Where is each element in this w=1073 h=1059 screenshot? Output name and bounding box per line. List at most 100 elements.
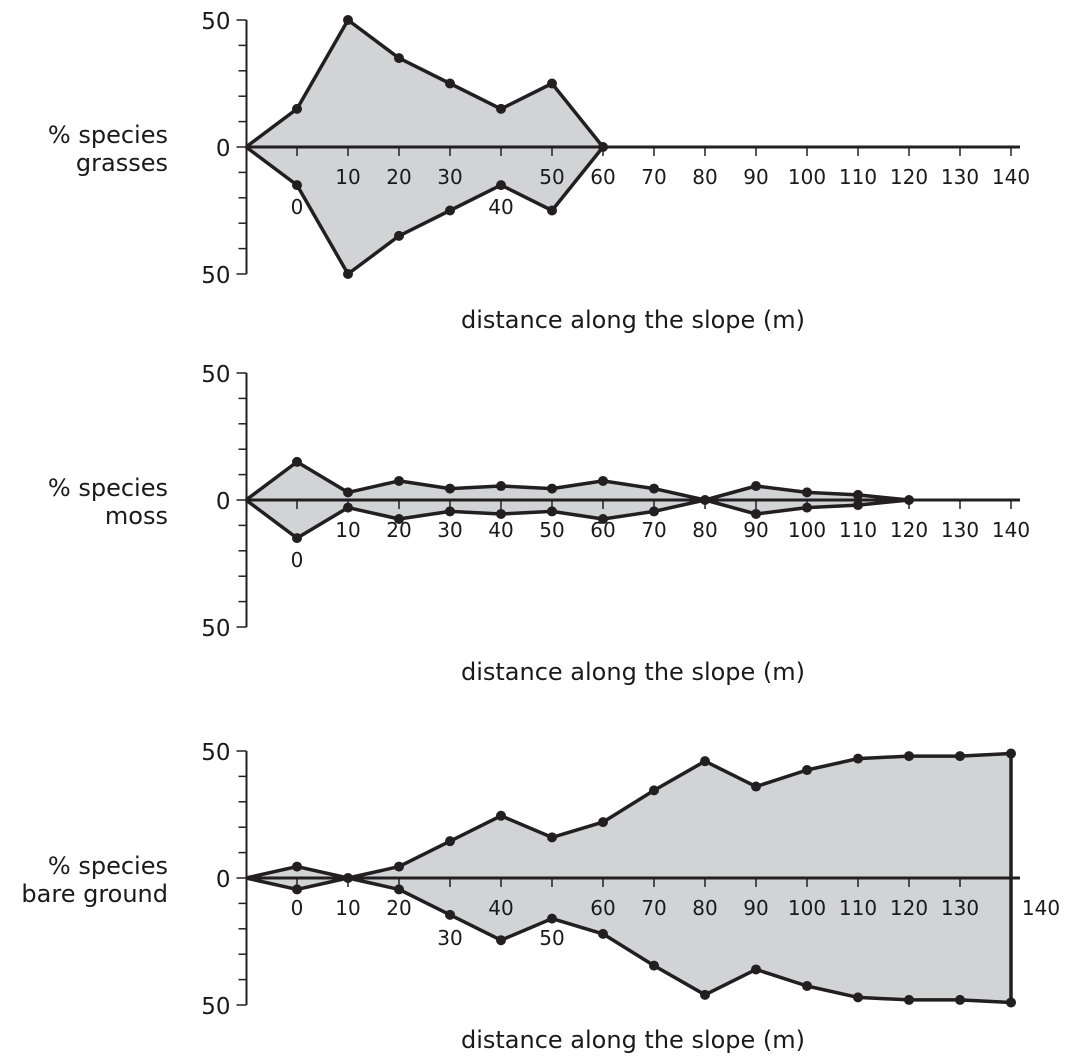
x-tick-label: 140 (1022, 896, 1060, 920)
data-point-upper (547, 832, 557, 843)
x-tick-label: 120 (890, 896, 928, 920)
y-tick-label: 50 (201, 994, 230, 1020)
x-tick-label: 40 (488, 518, 513, 542)
kite-outline-lower (244, 145, 605, 276)
y-axis-label-line: % species (48, 852, 168, 880)
data-point-upper (700, 495, 710, 505)
x-tick-label: 90 (743, 165, 768, 189)
data-point-lower (751, 508, 761, 519)
x-tick-label: 30 (437, 926, 462, 950)
x-tick-label: 70 (641, 518, 666, 542)
data-point-upper (955, 751, 965, 762)
data-point-lower (292, 884, 302, 895)
data-point-upper (904, 495, 914, 505)
data-point-upper (598, 475, 608, 486)
data-point-upper (649, 785, 659, 796)
x-tick-label: 50 (539, 518, 564, 542)
y-tick-label: 50 (201, 263, 230, 289)
data-point-lower (802, 980, 812, 991)
x-tick-label: 110 (839, 896, 877, 920)
data-point-lower (292, 533, 302, 544)
data-point-lower (343, 269, 353, 279)
y-tick-label: 50 (201, 740, 230, 766)
x-tick-label: 90 (743, 896, 768, 920)
x-tick-label: 80 (692, 896, 717, 920)
data-point-lower (445, 909, 455, 920)
x-tick-label: 120 (890, 518, 928, 542)
data-point-lower (751, 964, 761, 975)
x-axis-title: distance along the slope (m) (461, 306, 805, 334)
x-tick-label: 140 (992, 518, 1030, 542)
x-tick-label: 10 (335, 896, 360, 920)
data-point-lower (802, 502, 812, 513)
x-tick-label: 10 (335, 165, 360, 189)
x-tick-label: 0 (291, 548, 304, 572)
data-point-upper (853, 489, 863, 500)
data-point-upper (649, 483, 659, 494)
data-point-lower (394, 884, 404, 895)
x-tick-label: 50 (539, 165, 564, 189)
y-axis-label-line: % species (48, 474, 168, 502)
data-point-lower (598, 514, 608, 525)
x-tick-label: 80 (692, 165, 717, 189)
x-tick-label: 70 (641, 165, 666, 189)
x-tick-label: 100 (788, 896, 826, 920)
x-tick-label: 110 (839, 165, 877, 189)
data-point-upper (802, 487, 812, 498)
data-point-lower (394, 514, 404, 525)
data-point-upper (445, 78, 455, 89)
data-point-upper (292, 103, 302, 114)
data-point-lower (649, 960, 659, 971)
x-tick-label: 100 (788, 165, 826, 189)
data-point-upper (292, 861, 302, 872)
data-point-upper (445, 836, 455, 847)
data-point-lower (904, 994, 914, 1005)
x-tick-label: 140 (992, 165, 1030, 189)
data-point-lower (853, 992, 863, 1003)
y-axis-label-line: grasses (76, 149, 168, 177)
y-tick-label: 50 (201, 362, 230, 388)
data-point-lower (496, 508, 506, 519)
data-point-upper (598, 142, 608, 152)
data-point-lower (445, 205, 455, 216)
x-tick-label: 50 (539, 926, 564, 950)
x-axis-title: distance along the slope (m) (461, 1026, 805, 1054)
x-tick-label: 90 (743, 518, 768, 542)
data-point-lower (292, 180, 302, 191)
y-tick-label: 50 (201, 616, 230, 642)
data-point-lower (496, 935, 506, 946)
y-axis-label-line: moss (105, 502, 168, 530)
data-point-upper (343, 15, 353, 25)
x-tick-label: 60 (590, 165, 615, 189)
kite-outline-upper (244, 18, 605, 149)
kite-outline-lower (245, 876, 1012, 1005)
data-point-upper (394, 475, 404, 486)
data-point-upper (1006, 748, 1016, 759)
y-tick-label: 0 (216, 867, 231, 893)
x-tick-label: 70 (641, 896, 666, 920)
data-point-upper (343, 487, 353, 498)
data-point-upper (751, 781, 761, 792)
data-point-upper (496, 810, 506, 821)
data-point-lower (700, 989, 710, 1000)
data-point-upper (292, 456, 302, 467)
x-tick-label: 20 (386, 896, 411, 920)
data-point-upper (904, 751, 914, 762)
x-tick-label: 110 (839, 518, 877, 542)
data-point-upper (445, 483, 455, 494)
kite-outline-lower (244, 498, 910, 540)
x-tick-label: 10 (335, 518, 360, 542)
data-point-upper (547, 78, 557, 89)
x-tick-label: 100 (788, 518, 826, 542)
y-axis-label-line: % species (48, 121, 168, 149)
data-point-upper (700, 756, 710, 767)
y-axis-label-line: bare ground (21, 880, 168, 908)
x-tick-label: 120 (890, 165, 928, 189)
x-axis-title: distance along the slope (m) (461, 658, 805, 686)
x-tick-label: 40 (488, 896, 513, 920)
